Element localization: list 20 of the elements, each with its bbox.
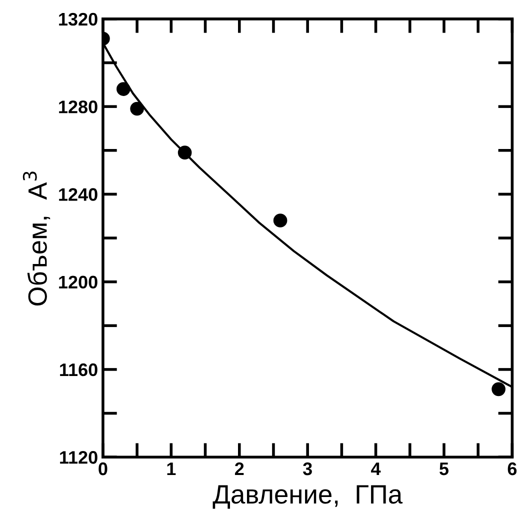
x-tick-label: 6 [508,462,517,476]
point [178,146,192,160]
y-axis-title: Объем, A$^{3}$ [22,172,50,306]
point [116,82,130,96]
y-tick-label: 1120 [60,451,98,464]
x-tick-label: 5 [440,462,449,476]
point [492,382,506,396]
y-tick-label: 1160 [60,363,98,376]
x-axis-title: Давление, ГПа [212,485,403,509]
y-tick-label: 1320 [59,12,98,26]
x-tick-label: 3 [302,462,312,476]
x-tick-label: 4 [371,462,381,476]
point [273,214,288,228]
x-tick-label: 2 [234,462,244,476]
x-tick-label: 1 [167,462,176,476]
y-tick-label: 1280 [59,100,98,114]
y-tick-label: 1240 [59,188,98,201]
point [130,102,144,116]
y-tick-label: 1200 [59,276,98,289]
x-tick-label: 0 [98,462,108,476]
